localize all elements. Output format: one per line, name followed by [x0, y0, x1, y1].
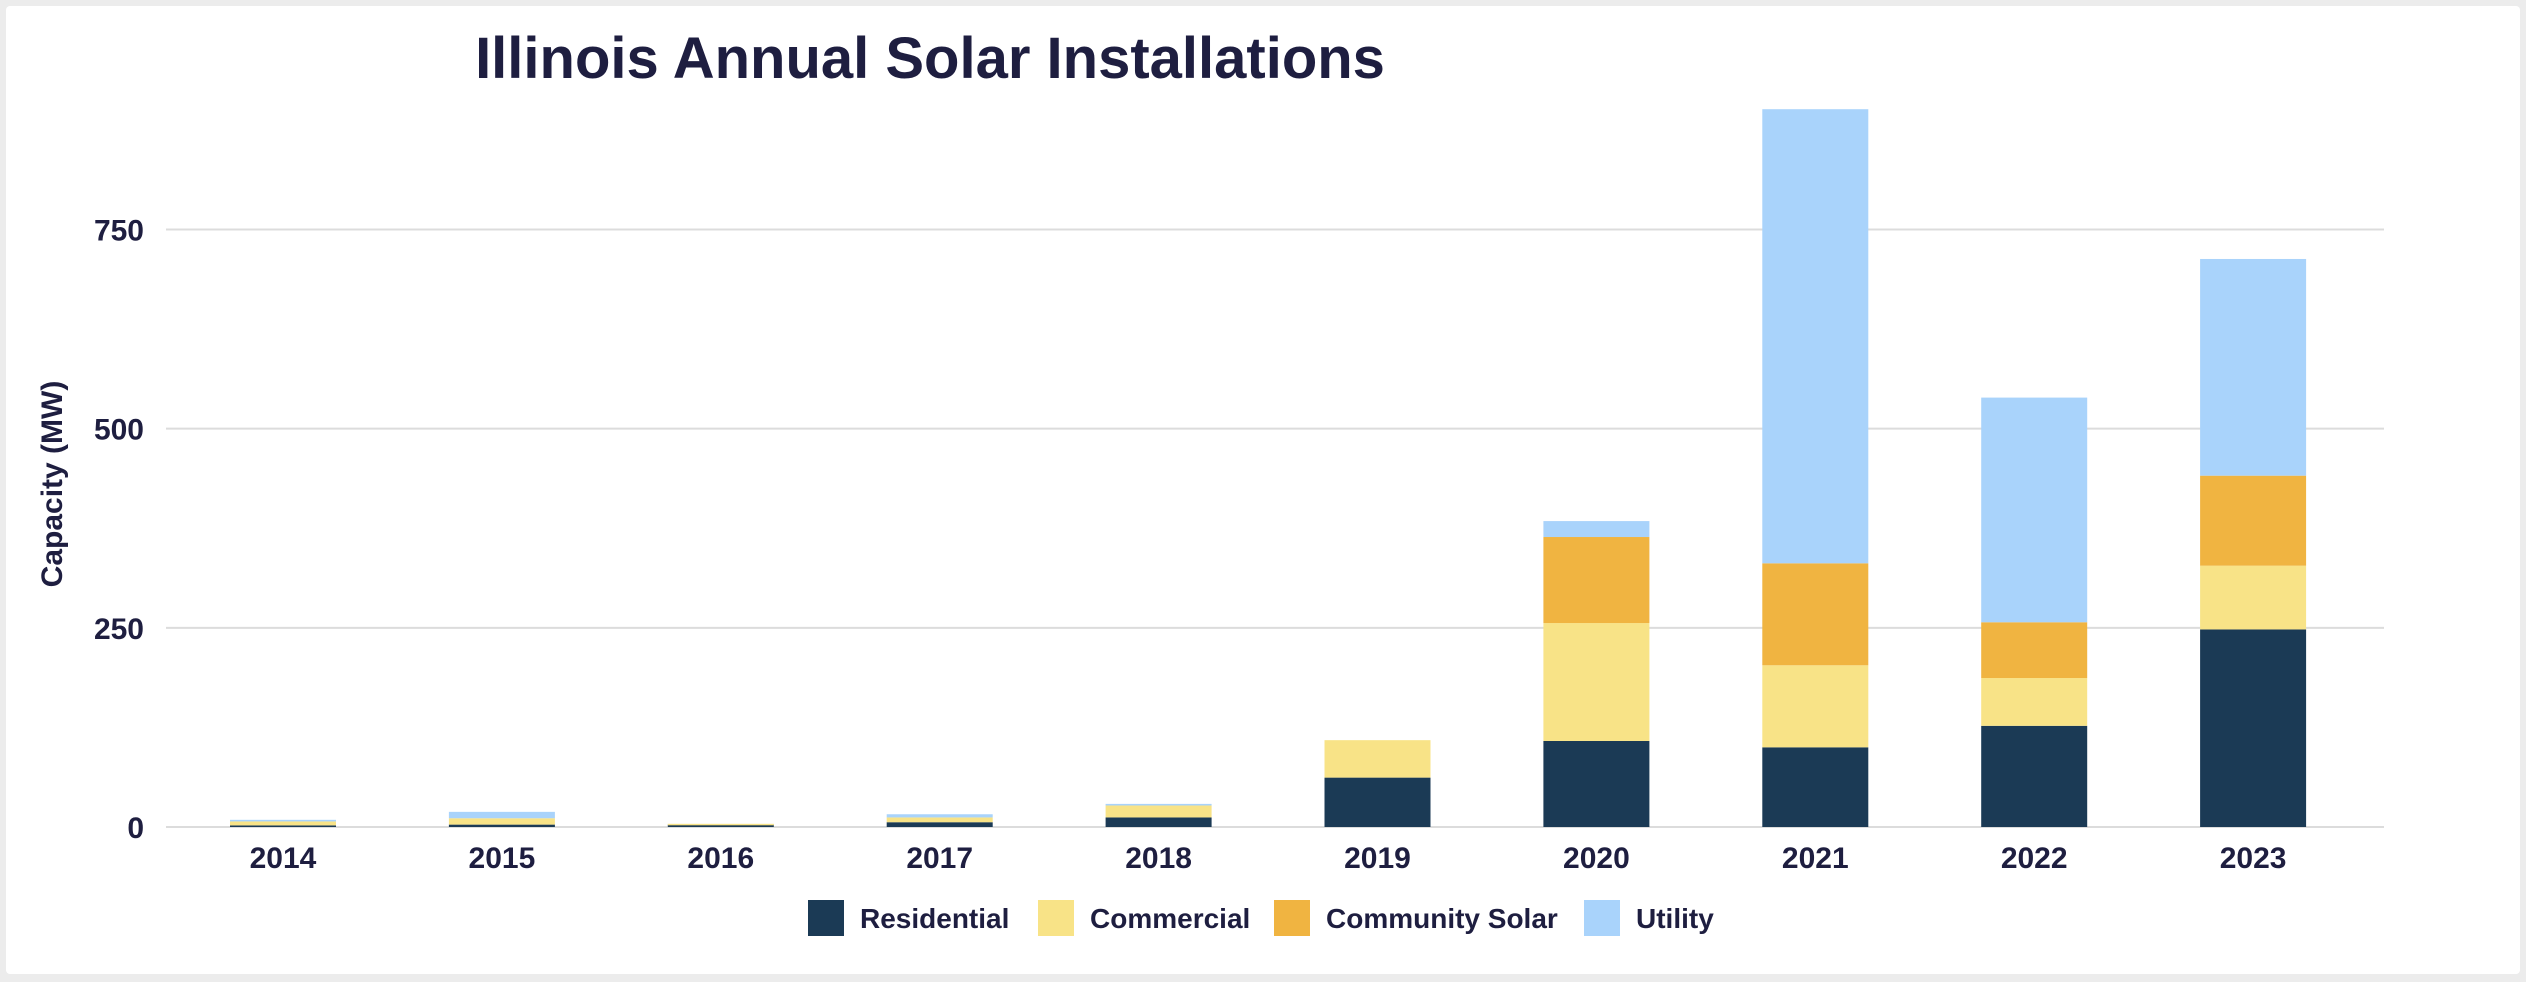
x-tick-label: 2014 — [250, 842, 317, 875]
legend-label: Commercial — [1090, 903, 1250, 934]
bar-2020-residential — [1543, 740, 1650, 827]
y-tick-label: 500 — [94, 414, 144, 447]
bar-2016-residential — [667, 824, 774, 827]
bar-2022-community-solar — [1981, 622, 2088, 679]
bar-2020-utility — [1543, 521, 1650, 538]
bar-2021-community-solar — [1762, 563, 1869, 666]
bar-2017-utility — [886, 814, 993, 818]
legend-label: Residential — [860, 903, 1009, 934]
legend-item-community-solar: Community Solar — [1274, 900, 1558, 936]
bar-2017-residential — [886, 822, 993, 827]
bar-2021-utility — [1762, 109, 1869, 564]
x-tick-label: 2017 — [906, 842, 973, 875]
bar-2019-residential — [1324, 777, 1431, 827]
x-tick-label: 2022 — [2001, 842, 2068, 875]
bar-2022-residential — [1981, 725, 2088, 827]
legend-label: Community Solar — [1326, 903, 1558, 934]
legend-item-utility: Utility — [1584, 900, 1714, 936]
legend: Residential Commercial Community Solar Util… — [808, 900, 1714, 936]
legend-item-commercial: Commercial — [1038, 900, 1250, 936]
bar-2022-utility — [1981, 397, 2088, 623]
legend-swatch — [1274, 900, 1310, 936]
bar-2022-commercial — [1981, 678, 2088, 726]
bar-2023-commercial — [2200, 565, 2307, 630]
bar-2018-commercial — [1105, 805, 1212, 818]
bar-2020-commercial — [1543, 623, 1650, 741]
bar-2018-residential — [1105, 817, 1212, 827]
bar-2016-commercial — [667, 823, 774, 826]
bar-2015-utility — [448, 811, 555, 819]
bar-2023-utility — [2200, 258, 2307, 476]
bar-2023-residential — [2200, 629, 2307, 827]
bar-2015-residential — [448, 824, 555, 827]
legend-swatch — [1038, 900, 1074, 936]
x-tick-label: 2023 — [2220, 842, 2287, 875]
y-tick-label: 0 — [127, 812, 144, 845]
chart-title: Illinois Annual Solar Installations — [475, 26, 1385, 91]
legend-swatch — [1584, 900, 1620, 936]
legend-label: Utility — [1636, 903, 1714, 934]
bar-2021-commercial — [1762, 665, 1869, 748]
chart-card: Illinois Annual Solar Installations Capa… — [6, 6, 2520, 974]
bar-2020-community-solar — [1543, 537, 1650, 624]
y-tick-label: 750 — [94, 215, 144, 248]
legend-swatch — [808, 900, 844, 936]
stacked-bar-chart: Illinois Annual Solar Installations Capa… — [36, 26, 2384, 936]
x-tick-label: 2018 — [1125, 842, 1192, 875]
bar-2018-utility — [1105, 803, 1212, 806]
bar-2017-commercial — [886, 817, 993, 823]
x-tick-label: 2020 — [1563, 842, 1630, 875]
y-axis-label: Capacity (MW) — [36, 381, 69, 588]
bar-2019-commercial — [1324, 740, 1431, 778]
y-tick-labels: 0 250 500 750 — [94, 215, 144, 846]
bar-2023-community-solar — [2200, 475, 2307, 566]
bars — [230, 109, 2307, 827]
bar-2014-commercial — [230, 821, 336, 826]
bar-2021-residential — [1762, 747, 1869, 827]
x-tick-label: 2016 — [687, 842, 754, 875]
bar-2015-commercial — [448, 818, 555, 825]
x-tick-label: 2021 — [1782, 842, 1849, 875]
x-tick-label: 2015 — [469, 842, 536, 875]
bar-2014-residential — [230, 825, 336, 827]
bar-2014-utility — [230, 819, 336, 822]
legend-item-residential: Residential — [808, 900, 1009, 936]
x-tick-label: 2019 — [1344, 842, 1411, 875]
x-tick-labels: 2014 2015 2016 2017 2018 2019 2020 2021 2022 2023 — [250, 842, 2287, 875]
y-tick-label: 250 — [94, 613, 144, 646]
